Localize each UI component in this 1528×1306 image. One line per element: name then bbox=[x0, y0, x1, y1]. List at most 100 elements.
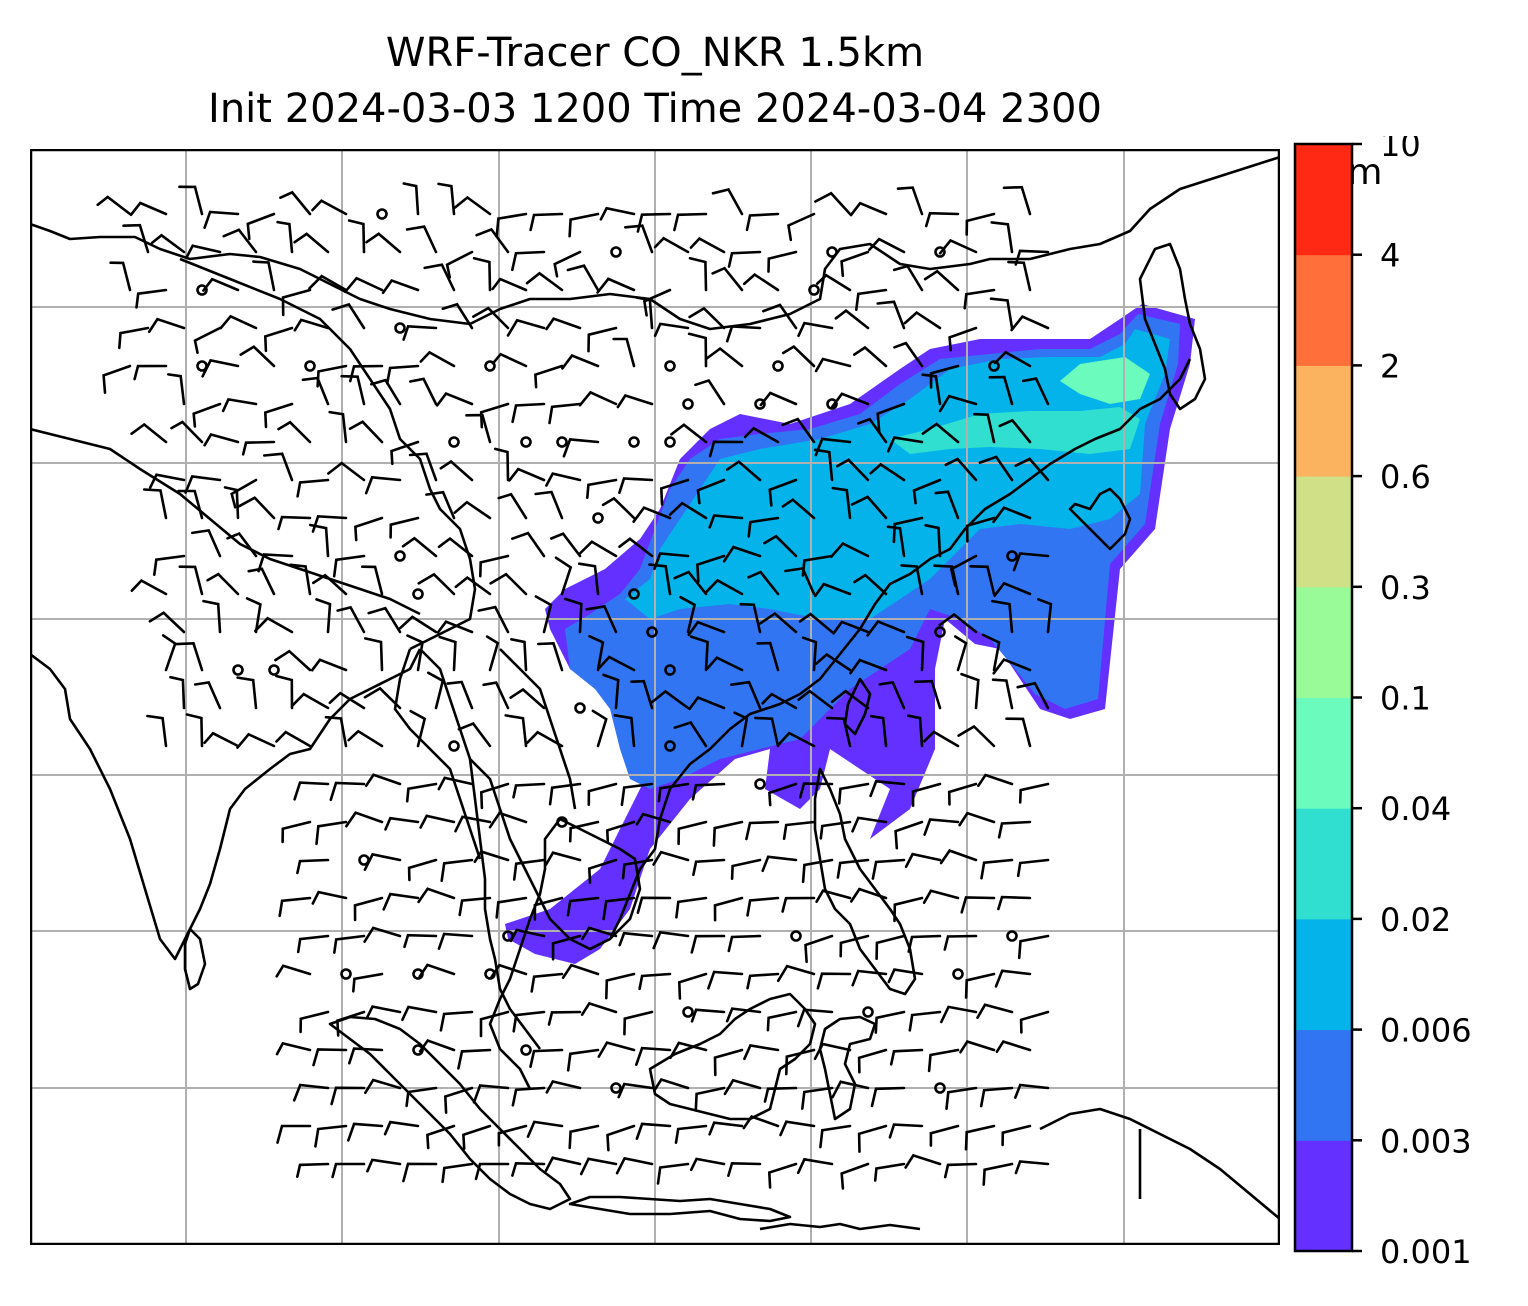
wind-barb bbox=[960, 672, 980, 710]
colorbar-tick-label: 0.04 bbox=[1380, 790, 1451, 828]
border-mainland-se-asia bbox=[393, 648, 482, 860]
wind-barb bbox=[510, 531, 546, 558]
wind-barb bbox=[1002, 185, 1032, 216]
wind-barb bbox=[491, 277, 528, 292]
wind-barb bbox=[439, 459, 474, 482]
wind-barb bbox=[588, 634, 605, 672]
wind-barb bbox=[1014, 1160, 1050, 1175]
wind-barb bbox=[598, 655, 636, 672]
wind-barb bbox=[474, 1162, 510, 1181]
wind-barb bbox=[167, 373, 186, 406]
wind-barb bbox=[118, 326, 150, 350]
wind-barb bbox=[840, 1162, 870, 1190]
wind-barb bbox=[653, 236, 690, 254]
wind-barb bbox=[605, 972, 636, 1000]
wind-barb bbox=[1037, 598, 1053, 634]
wind-barb bbox=[363, 686, 402, 710]
wind-barb bbox=[781, 344, 816, 368]
wind-barb bbox=[694, 1086, 726, 1112]
wind-barb bbox=[687, 620, 726, 637]
wind-barb bbox=[921, 422, 960, 444]
wind-barb bbox=[597, 1041, 636, 1058]
calm-wind-marker bbox=[862, 1006, 874, 1018]
wind-barb bbox=[657, 782, 690, 803]
wind-barb bbox=[850, 887, 888, 903]
wind-barb bbox=[826, 716, 852, 748]
wind-barb bbox=[1017, 934, 1050, 960]
calm-wind-marker bbox=[574, 702, 586, 714]
wind-barb bbox=[696, 478, 726, 505]
wind-barb bbox=[1022, 377, 1050, 406]
wind-barb bbox=[184, 474, 222, 494]
wind-barb bbox=[1019, 1010, 1050, 1034]
wind-barb bbox=[635, 296, 654, 330]
wind-barb bbox=[659, 478, 690, 506]
wind-barb bbox=[747, 570, 780, 596]
wind-barb bbox=[933, 564, 960, 596]
wind-barb bbox=[169, 675, 186, 710]
wind-barb bbox=[923, 730, 960, 748]
wind-barb bbox=[547, 1010, 582, 1026]
calm-wind-marker bbox=[628, 588, 640, 600]
wind-barb bbox=[997, 895, 1032, 911]
wind-barb bbox=[993, 581, 1032, 597]
wind-barb bbox=[1016, 681, 1050, 710]
wind-barb bbox=[727, 1161, 762, 1177]
wind-barb bbox=[887, 968, 924, 984]
wind-barb bbox=[441, 1162, 474, 1184]
calm-wind-marker bbox=[448, 740, 460, 752]
calm-wind-marker bbox=[988, 360, 1000, 372]
wind-barb bbox=[834, 309, 870, 330]
wind-barb bbox=[635, 812, 672, 826]
wind-barb bbox=[443, 1086, 474, 1114]
wind-barb bbox=[454, 815, 492, 833]
wind-barb bbox=[907, 934, 942, 953]
wind-barb bbox=[980, 858, 1014, 880]
wind-barb bbox=[566, 1048, 600, 1072]
wind-barb bbox=[888, 1123, 924, 1139]
wind-barb bbox=[135, 288, 168, 309]
calm-wind-marker bbox=[664, 360, 676, 372]
calm-wind-marker bbox=[826, 398, 838, 410]
colorbar-segment bbox=[1295, 697, 1352, 809]
wind-barb bbox=[477, 605, 510, 634]
wind-barb bbox=[390, 440, 420, 466]
wind-barb bbox=[870, 714, 888, 748]
wind-barb bbox=[263, 326, 294, 353]
wind-barb bbox=[530, 972, 564, 993]
wind-barb bbox=[408, 452, 438, 482]
wind-barb bbox=[296, 858, 330, 875]
wind-barb bbox=[958, 811, 996, 827]
calm-wind-marker bbox=[610, 1082, 622, 1094]
wind-barb bbox=[696, 554, 726, 583]
wind-barb bbox=[278, 896, 312, 918]
coastline-lesser-sunda bbox=[759, 1222, 921, 1231]
wind-barb bbox=[193, 326, 222, 354]
colorbar-tick-label: 0.1 bbox=[1380, 680, 1431, 718]
wind-barb bbox=[866, 619, 906, 637]
calm-wind-marker bbox=[664, 664, 676, 676]
wind-barb bbox=[591, 709, 608, 748]
wind-barb bbox=[333, 934, 366, 954]
coastline-japan bbox=[1138, 242, 1207, 411]
wind-barb bbox=[648, 563, 672, 596]
wind-barb bbox=[781, 498, 816, 520]
wind-barb bbox=[314, 1124, 348, 1148]
wind-barb bbox=[763, 534, 798, 558]
wind-barb bbox=[712, 820, 744, 847]
wind-barb bbox=[381, 278, 420, 295]
wind-barb bbox=[982, 1162, 1014, 1186]
wind-barb bbox=[133, 364, 168, 381]
wind-barb bbox=[832, 620, 870, 635]
wind-barb bbox=[367, 606, 402, 634]
wind-barb bbox=[491, 352, 528, 368]
colorbar-segment bbox=[1295, 1029, 1352, 1141]
wind-barb bbox=[525, 730, 564, 748]
wind-barb bbox=[587, 858, 618, 884]
wind-barb bbox=[688, 696, 726, 711]
coastline-china-korea bbox=[589, 358, 1192, 951]
wind-barb bbox=[964, 1124, 996, 1151]
wind-barb bbox=[1007, 260, 1032, 292]
wind-barb bbox=[472, 1084, 510, 1104]
wind-barb bbox=[1010, 315, 1050, 332]
